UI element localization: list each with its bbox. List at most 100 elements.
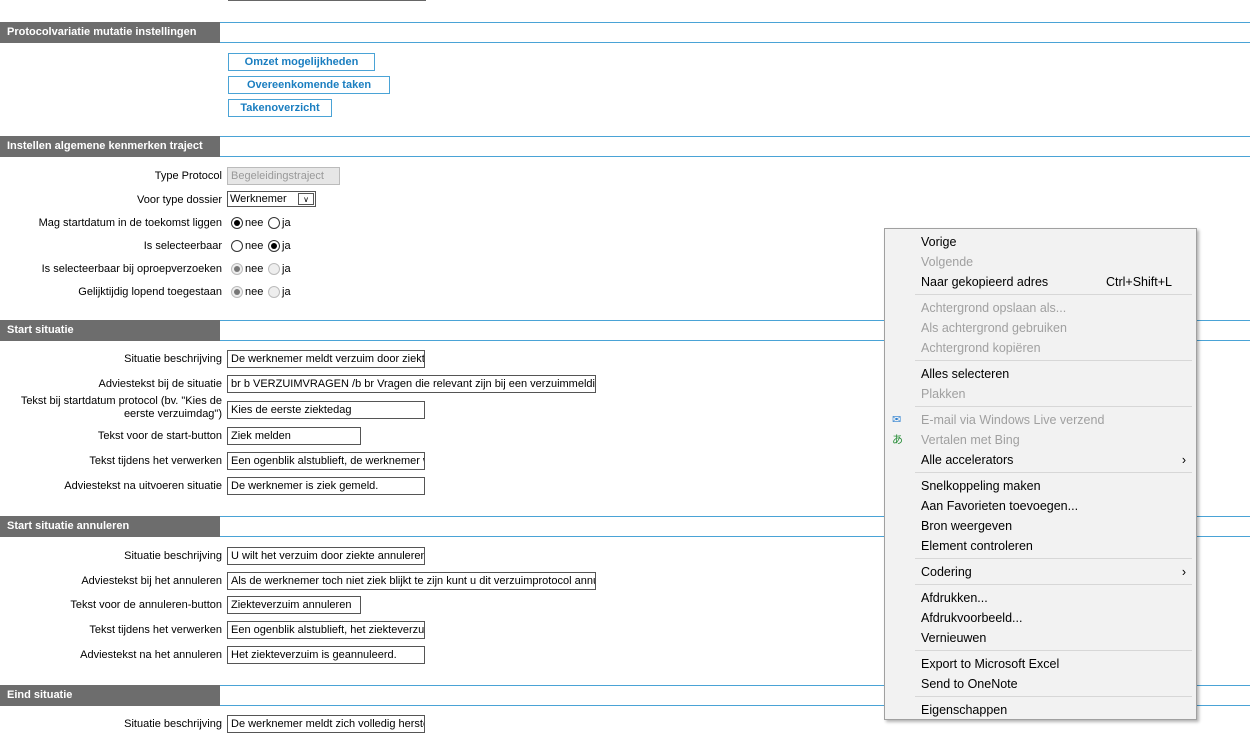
radio-button-ja[interactable] [268,240,280,252]
menu-item-afdrukken[interactable]: Afdrukken... [885,588,1196,608]
field-label: Adviestekst bij het annuleren [81,575,222,587]
type-protocol-label: Type Protocol [154,170,222,182]
text-input[interactable]: Ziekteverzuim annuleren [227,596,361,614]
chevron-right-icon: › [1181,453,1186,467]
field-row: Tekst voor de start-button Ziek melden [0,427,800,447]
radio-label: Gelijktijdig lopend toegestaan [78,286,222,298]
menu-item-e-mail-via-windows-live-verzend[interactable]: ✉ E-mail via Windows Live verzend [885,410,1196,430]
text-input[interactable]: Een ogenblik alstublieft, de werknemer w… [227,452,425,470]
radio-button-ja[interactable] [268,217,280,229]
text-input[interactable]: U wilt het verzuim door ziekte annuleren [227,547,425,565]
type-protocol-input: Begeleidingstraject [227,167,340,185]
field-row: Adviestekst na het annuleren Het ziekteve… [0,646,800,666]
radio-row: Is selecteerbaar bij oproepverzoeken nee j… [0,260,800,280]
text-input[interactable]: Kies de eerste ziektedag [227,401,425,419]
radio-button-ja [268,263,280,275]
menu-item-alle-accelerators[interactable]: Alle accelerators › [885,450,1196,470]
menu-separator [915,558,1192,559]
menu-item-afdrukvoorbeeld[interactable]: Afdrukvoorbeeld... [885,608,1196,628]
radio-button-nee[interactable] [231,217,243,229]
menu-item-eigenschappen[interactable]: Eigenschappen [885,700,1196,720]
radio-option-label: nee [245,286,264,298]
field-row: Tekst voor de annuleren-button Ziekteverz… [0,596,800,616]
menu-item-send-to-onenote[interactable]: Send to OneNote [885,674,1196,694]
radio-ja[interactable]: ja [268,286,291,298]
radio-button-ja [268,286,280,298]
radio-button-nee[interactable] [231,240,243,252]
radio-option-label: nee [245,263,264,275]
menu-item-volgende[interactable]: Volgende [885,252,1196,272]
menu-item-vernieuwen[interactable]: Vernieuwen [885,628,1196,648]
text-input[interactable]: De werknemer meldt verzuim door ziekte [227,350,425,368]
menu-item-label: Vorige [921,235,957,249]
menu-item-snelkoppeling-maken[interactable]: Snelkoppeling maken [885,476,1196,496]
field-label: Adviestekst na uitvoeren situatie [64,480,222,492]
radio-nee[interactable]: nee [231,240,263,252]
menu-item-aan-favorieten-toevoegen[interactable]: Aan Favorieten toevoegen... [885,496,1196,516]
text-input[interactable]: De werknemer is ziek gemeld. [227,477,425,495]
menu-item-label: Export to Microsoft Excel [921,657,1060,671]
menu-separator [915,650,1192,651]
text-input[interactable]: Als de werknemer toch niet ziek blijkt t… [227,572,596,590]
menu-item-label: Element controleren [921,539,1033,553]
context-menu: Vorige Volgende Naar gekopieerd adres Ctrl+… [884,228,1197,720]
field-label: Tekst voor de annuleren-button [70,599,222,611]
takenoverzicht-button[interactable]: Takenoverzicht [228,99,332,117]
text-input[interactable]: Het ziekteverzuim is geannuleerd. [227,646,425,664]
menu-item-label: Aan Favorieten toevoegen... [921,499,1079,513]
voor-type-dossier-select[interactable]: Werknemer ∨ [227,191,316,207]
section-annuleren: Start situatie annuleren [0,516,1250,537]
menu-item-bron-weergeven[interactable]: Bron weergeven [885,516,1196,536]
section-protocolvariatie: Protocolvariatie mutatie instellingen [0,22,1250,43]
menu-item-naar-gekopieerd-adres[interactable]: Naar gekopieerd adres Ctrl+Shift+L [885,272,1196,292]
menu-item-codering[interactable]: Codering › [885,562,1196,582]
cut-off-input[interactable] [228,0,426,1]
text-input[interactable]: br b VERZUIMVRAGEN /b br Vragen die rele… [227,375,596,393]
overeenkomende-taken-button[interactable]: Overeenkomende taken [228,76,390,94]
radio-option-label: nee [245,240,264,252]
radio-option-label: ja [282,240,291,252]
radio-nee[interactable]: nee [231,263,263,275]
menu-item-vertalen-met-bing[interactable]: あ Vertalen met Bing [885,430,1196,450]
radio-ja[interactable]: ja [268,240,291,252]
menu-item-label: Alle accelerators [921,453,1014,467]
field-label: Tekst tijdens het verwerken [89,455,222,467]
menu-item-alles-selecteren[interactable]: Alles selecteren [885,364,1196,384]
radio-option-label: ja [282,286,291,298]
radio-nee[interactable]: nee [231,217,263,229]
menu-item-label: Achtergrond opslaan als... [921,301,1067,315]
section-title: Start situatie [0,320,220,341]
radio-ja[interactable]: ja [268,217,291,229]
text-input[interactable]: De werknemer meldt zich volledig herstel… [227,715,425,733]
radio-label: Mag startdatum in de toekomst liggen [38,217,222,229]
menu-separator [915,472,1192,473]
menu-item-plakken[interactable]: Plakken [885,384,1196,404]
menu-item-element-controleren[interactable]: Element controleren [885,536,1196,556]
menu-item-vorige[interactable]: Vorige [885,232,1196,252]
field-row: Situatie beschrijving U wilt het verzuim … [0,547,800,567]
radio-label: Is selecteerbaar [143,240,222,252]
text-input[interactable]: Een ogenblik alstublieft, het ziekteverz… [227,621,425,639]
menu-item-achtergrond-opslaan-als[interactable]: Achtergrond opslaan als... [885,298,1196,318]
chevron-down-icon[interactable]: ∨ [298,193,314,205]
menu-item-achtergrond-kopi-ren[interactable]: Achtergrond kopiëren [885,338,1196,358]
field-label: Tekst bij startdatum protocol (bv. "Kies… [20,395,222,420]
menu-item-label: Als achtergrond gebruiken [921,321,1067,335]
field-label: Tekst tijdens het verwerken [89,624,222,636]
menu-item-label: Eigenschappen [921,703,1008,717]
field-label: Tekst voor de start-button [97,430,222,442]
menu-separator [915,294,1192,295]
radio-row: Is selecteerbaar nee ja [0,237,800,257]
menu-item-export-to-microsoft-excel[interactable]: Export to Microsoft Excel [885,654,1196,674]
radio-ja[interactable]: ja [268,263,291,275]
field-label: Situatie beschrijving [124,550,222,562]
menu-item-label: Achtergrond kopiëren [921,341,1041,355]
bing-translate-icon: あ [892,434,903,446]
menu-separator [915,696,1192,697]
text-input[interactable]: Ziek melden [227,427,361,445]
omzet-mogelijkheden-button[interactable]: Omzet mogelijkheden [228,53,375,71]
menu-item-als-achtergrond-gebruiken[interactable]: Als achtergrond gebruiken [885,318,1196,338]
menu-item-label: E-mail via Windows Live verzend [921,413,1105,427]
radio-row: Mag startdatum in de toekomst liggen nee j… [0,214,800,234]
radio-nee[interactable]: nee [231,286,263,298]
